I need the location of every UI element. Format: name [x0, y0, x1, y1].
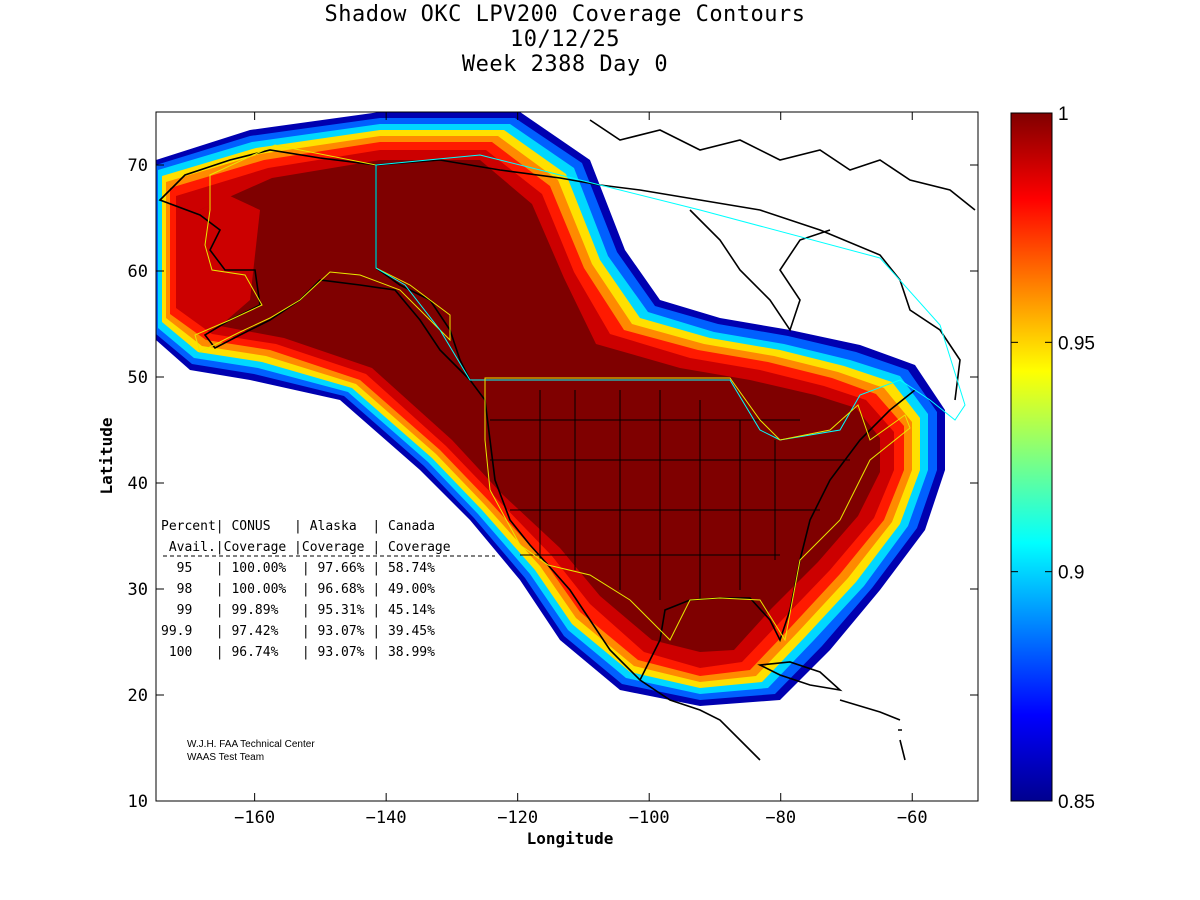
table-row: 99 | 99.89% | 95.31% | 45.14% — [161, 603, 435, 618]
chart-week: Week 2388 Day 0 — [461, 52, 669, 77]
chart-date: 10/12/25 — [510, 27, 620, 52]
coverage-table: Percent| CONUS | Alaska | Canada Avail.|… — [161, 519, 495, 660]
chart-title: Shadow OKC LPV200 Coverage Contours — [324, 2, 806, 27]
y-tick-label: 70 — [128, 156, 148, 176]
colorbar-tick-label: 1 — [1058, 104, 1069, 125]
contour-alaska-ring — [200, 196, 260, 326]
x-tick-label: −140 — [366, 808, 407, 828]
table-header-2: Avail.|Coverage |Coverage | Coverage — [161, 540, 451, 555]
alaska-coast — [158, 149, 471, 381]
x-tick-label: −100 — [629, 808, 670, 828]
alaska-region-outline — [194, 144, 451, 353]
canada-arctic-coast — [375, 159, 961, 401]
y-tick-label: 40 — [128, 474, 148, 494]
x-tick-label: −160 — [234, 808, 275, 828]
y-tick-label: 30 — [128, 580, 148, 600]
x-tick-label: −60 — [897, 808, 928, 828]
table-row: 95 | 100.00% | 97.66% | 58.74% — [161, 561, 435, 576]
arctic-islands — [589, 119, 976, 211]
table-row: 100 | 96.74% | 93.07% | 38.99% — [161, 645, 435, 660]
credit-line-1: W.J.H. FAA Technical Center — [187, 739, 315, 750]
x-axis-ticks: −160 −140 −120 −100 −80 −60 — [234, 112, 928, 828]
y-tick-label: 50 — [128, 368, 148, 388]
x-tick-label: −80 — [765, 808, 796, 828]
us-state-borders — [490, 390, 850, 600]
colorbar-tick-label: 0.9 — [1058, 563, 1084, 584]
y-axis-ticks: 10 20 30 40 50 60 70 — [128, 156, 978, 812]
y-tick-label: 20 — [128, 686, 148, 706]
hudson-bay-coast — [689, 209, 831, 332]
caribbean — [839, 699, 906, 761]
table-row: 99.9 | 97.42% | 93.07% | 39.45% — [161, 624, 435, 639]
colorbar-tick-label: 0.95 — [1058, 333, 1095, 354]
region-outlines — [194, 144, 966, 642]
coastlines — [158, 119, 976, 761]
y-axis-label: Latitude — [97, 417, 116, 494]
conus-region-outline — [484, 377, 911, 642]
plot-frame — [155, 111, 979, 802]
table-header-1: Percent| CONUS | Alaska | Canada — [161, 519, 435, 534]
credit-line-2: WAAS Test Team — [187, 752, 264, 763]
colorbar-ticks: 1 0.95 0.9 0.85 — [1011, 104, 1095, 813]
y-tick-label: 10 — [128, 792, 148, 812]
colorbar — [1010, 112, 1053, 802]
x-tick-label: −120 — [497, 808, 538, 828]
us-gulf-coast — [639, 389, 916, 681]
canada-region-outline — [375, 154, 966, 441]
x-axis-label: Longitude — [527, 829, 614, 848]
y-tick-label: 60 — [128, 262, 148, 282]
colorbar-tick-label: 0.85 — [1058, 792, 1095, 813]
cuba — [757, 661, 843, 692]
table-row: 98 | 100.00% | 96.68% | 49.00% — [161, 582, 435, 597]
